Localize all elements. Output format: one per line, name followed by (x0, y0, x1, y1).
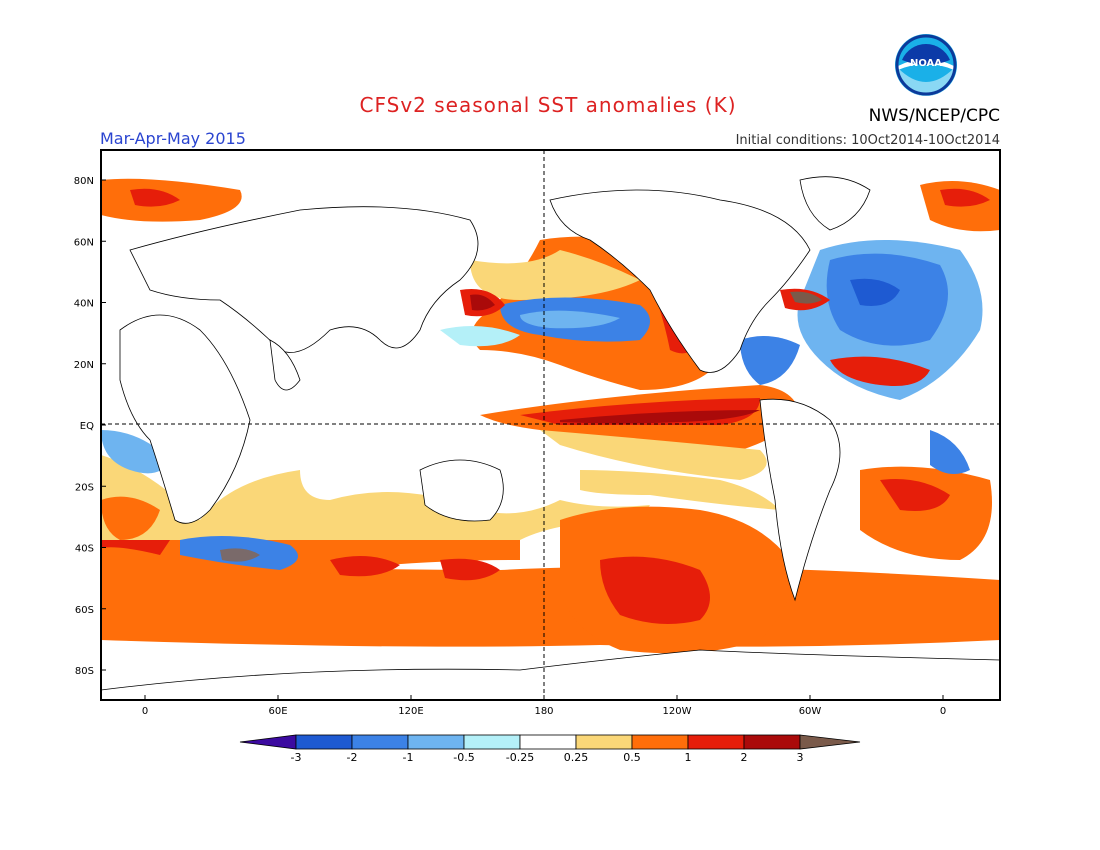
colorbar-swatch (351, 734, 409, 750)
lon-tick-label: 0 (142, 706, 148, 717)
colorbar-swatch (407, 734, 465, 750)
agency-label: NWS/NCEP/CPC (869, 106, 1000, 126)
colorbar-label: 0.5 (623, 751, 641, 764)
colorbar-label: -1 (403, 751, 414, 764)
colorbar: -3 -2 -1 -0.5 -0.25 0.25 0.5 1 2 3 (239, 734, 861, 764)
colorbar-swatch (631, 734, 689, 750)
colorbar-arrow-high (799, 734, 861, 750)
lat-tick-label: 20S (75, 482, 94, 493)
period-label: Mar-Apr-May 2015 (100, 129, 246, 148)
colorbar-label: -2 (347, 751, 358, 764)
colorbar-swatch (463, 734, 521, 750)
longitude-axis: 0 60E 120E 180 120W 60W 0 (142, 695, 946, 717)
chart-title: CFSv2 seasonal SST anomalies (K) (360, 93, 737, 117)
map-field (101, 150, 1000, 700)
colorbar-label: -0.25 (506, 751, 534, 764)
lat-tick-label: 40S (75, 544, 94, 555)
coastlines (101, 176, 1000, 700)
lon-tick-label: 120W (663, 706, 692, 717)
colorbar-label: -3 (291, 751, 302, 764)
colorbar-swatch (575, 734, 633, 750)
lat-tick-label: 20N (74, 360, 94, 371)
colorbar-label: 2 (741, 751, 748, 764)
lat-tick-label: EQ (80, 421, 94, 432)
colorbar-label: -0.5 (453, 751, 474, 764)
noaa-logo-text: NOAA (910, 58, 942, 69)
initial-conditions: Initial conditions: 10Oct2014-10Oct2014 (736, 133, 1000, 148)
colorbar-swatch (687, 734, 745, 750)
lat-tick-label: 80S (75, 666, 94, 677)
lat-tick-label: 60S (75, 605, 94, 616)
lat-tick-label: 60N (74, 237, 94, 248)
colorbar-label: 0.25 (564, 751, 589, 764)
colorbar-swatch (295, 734, 353, 750)
lon-tick-label: 0 (940, 706, 946, 717)
colorbar-swatch (519, 734, 577, 750)
colorbar-label: 1 (685, 751, 692, 764)
colorbar-swatch (743, 734, 801, 750)
noaa-logo: NOAA (895, 34, 957, 96)
lon-tick-label: 60E (268, 706, 287, 717)
lat-tick-label: 40N (74, 299, 94, 310)
lon-tick-label: 180 (534, 706, 553, 717)
latitude-axis: 80N 60N 40N 20N EQ 20S 40S 60S 80S (74, 176, 106, 677)
lon-tick-label: 120E (398, 706, 423, 717)
lat-tick-label: 80N (74, 176, 94, 187)
colorbar-label: 3 (797, 751, 804, 764)
lon-tick-label: 60W (799, 706, 822, 717)
colorbar-arrow-low (239, 734, 297, 750)
